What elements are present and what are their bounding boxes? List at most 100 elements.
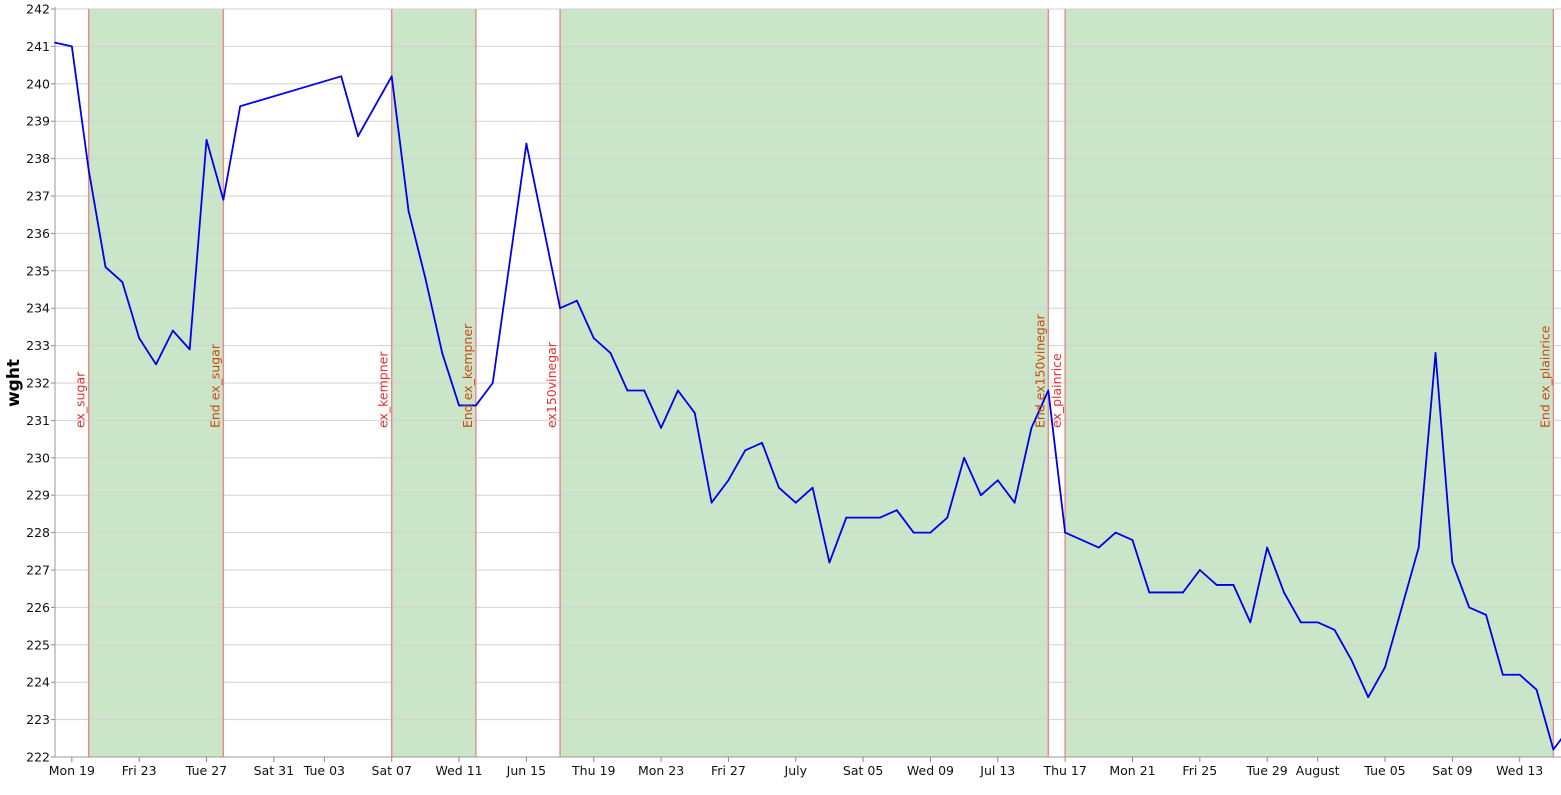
data-point [70,45,73,48]
data-point [1485,613,1487,616]
y-tick-label: 234 [26,301,50,316]
y-tick-label: 222 [26,750,50,765]
y-tick-label: 238 [26,151,50,166]
data-point [576,299,578,302]
x-tick-label: Fri 23 [122,763,157,778]
data-point [1434,352,1437,354]
data-point [441,352,444,354]
x-tick-label: Sat 09 [1432,763,1472,778]
data-point [1552,748,1555,751]
data-point [1451,561,1454,564]
data-point [609,352,612,354]
data-point [1215,584,1218,586]
data-point [1030,426,1033,429]
data-point [171,329,174,332]
y-tick-label: 236 [26,226,50,241]
data-point [761,441,763,444]
annotation-label: End ex_plainrice [1537,325,1552,428]
y-tick-label: 242 [26,2,50,17]
data-point [340,75,343,78]
x-tick-label: Tue 03 [303,763,345,778]
data-point [963,456,966,459]
y-tick-label: 229 [26,488,50,503]
data-point [1400,606,1403,609]
x-tick-label: August [1296,763,1340,778]
x-tick-label: Jun 15 [506,763,546,778]
x-tick-label: Mon 21 [1109,763,1155,778]
y-tick-label: 233 [26,338,50,353]
data-point [727,479,730,482]
data-point [1299,621,1302,624]
annotation-label: End ex_kempner [460,323,475,428]
data-point [357,135,359,138]
data-point [1518,673,1521,676]
x-tick-label: Wed 11 [435,763,482,778]
x-tick-label: July [784,763,808,778]
data-point [1232,584,1235,586]
data-point [1249,621,1252,624]
data-point [222,198,225,201]
data-point [677,389,679,392]
data-point [54,41,56,44]
x-tick-label: Thu 19 [571,763,615,778]
annotation-label: ex_kempner [376,351,391,428]
data-point [239,105,242,108]
y-tick-label: 239 [26,114,50,129]
x-tick-label: Tue 29 [1246,763,1288,778]
x-tick-label: Sat 31 [254,763,294,778]
annotation-label: End ex_sugar [207,343,222,428]
x-tick-label: Thu 17 [1042,763,1086,778]
y-tick-label: 240 [26,76,50,91]
annotation-label: ex150vinegar [544,341,559,428]
data-point [390,75,393,78]
data-point [794,501,797,504]
data-point [828,561,831,564]
data-point [1266,546,1269,549]
y-tick-label: 231 [26,413,50,428]
data-point [744,449,747,452]
x-tick-label: Fri 27 [711,763,746,778]
data-point [693,412,696,414]
data-point [1367,696,1370,699]
data-point [710,501,713,504]
data-point [946,516,949,519]
series [54,41,1561,751]
x-tick-label: Tue 27 [185,763,227,778]
data-point [592,337,595,340]
axes: 222 223 224 225 226 227 228 229 230 231 232 233 234 2… [26,2,1561,778]
data-point [1114,531,1117,534]
y-tick-label: 235 [26,263,50,278]
data-point [155,363,157,366]
x-tick-label: Sat 05 [843,763,883,778]
y-tick-label: 226 [26,600,50,615]
data-point [1468,606,1471,609]
x-tick-label: Wed 09 [907,763,954,778]
x-tick-label: Wed 13 [1496,763,1543,778]
data-point [643,389,646,392]
data-point [1384,666,1386,669]
y-tick-label: 225 [26,637,50,652]
annotation-label: ex_plainrice [1049,353,1064,428]
data-point [121,281,124,283]
data-point [929,531,932,534]
data-point [1182,591,1184,594]
y-tick-label: 237 [26,189,50,204]
data-point [1283,591,1285,594]
x-tick-label: Mon 23 [638,763,684,778]
data-point [87,168,90,171]
y-tick-label: 228 [26,525,50,540]
data-point [104,266,107,268]
data-point [626,389,629,392]
y-tick-label: 227 [26,563,50,578]
data-point [188,348,191,351]
data-point [1148,591,1151,594]
x-tick-label: Mon 19 [49,763,95,778]
data-point [1535,688,1538,691]
data-point [1064,531,1067,534]
data-point [879,516,881,519]
y-tick-label: 232 [26,376,50,391]
y-tick-label: 223 [26,712,50,727]
y-tick-label: 230 [26,450,50,465]
annotation-lines [87,9,1555,757]
